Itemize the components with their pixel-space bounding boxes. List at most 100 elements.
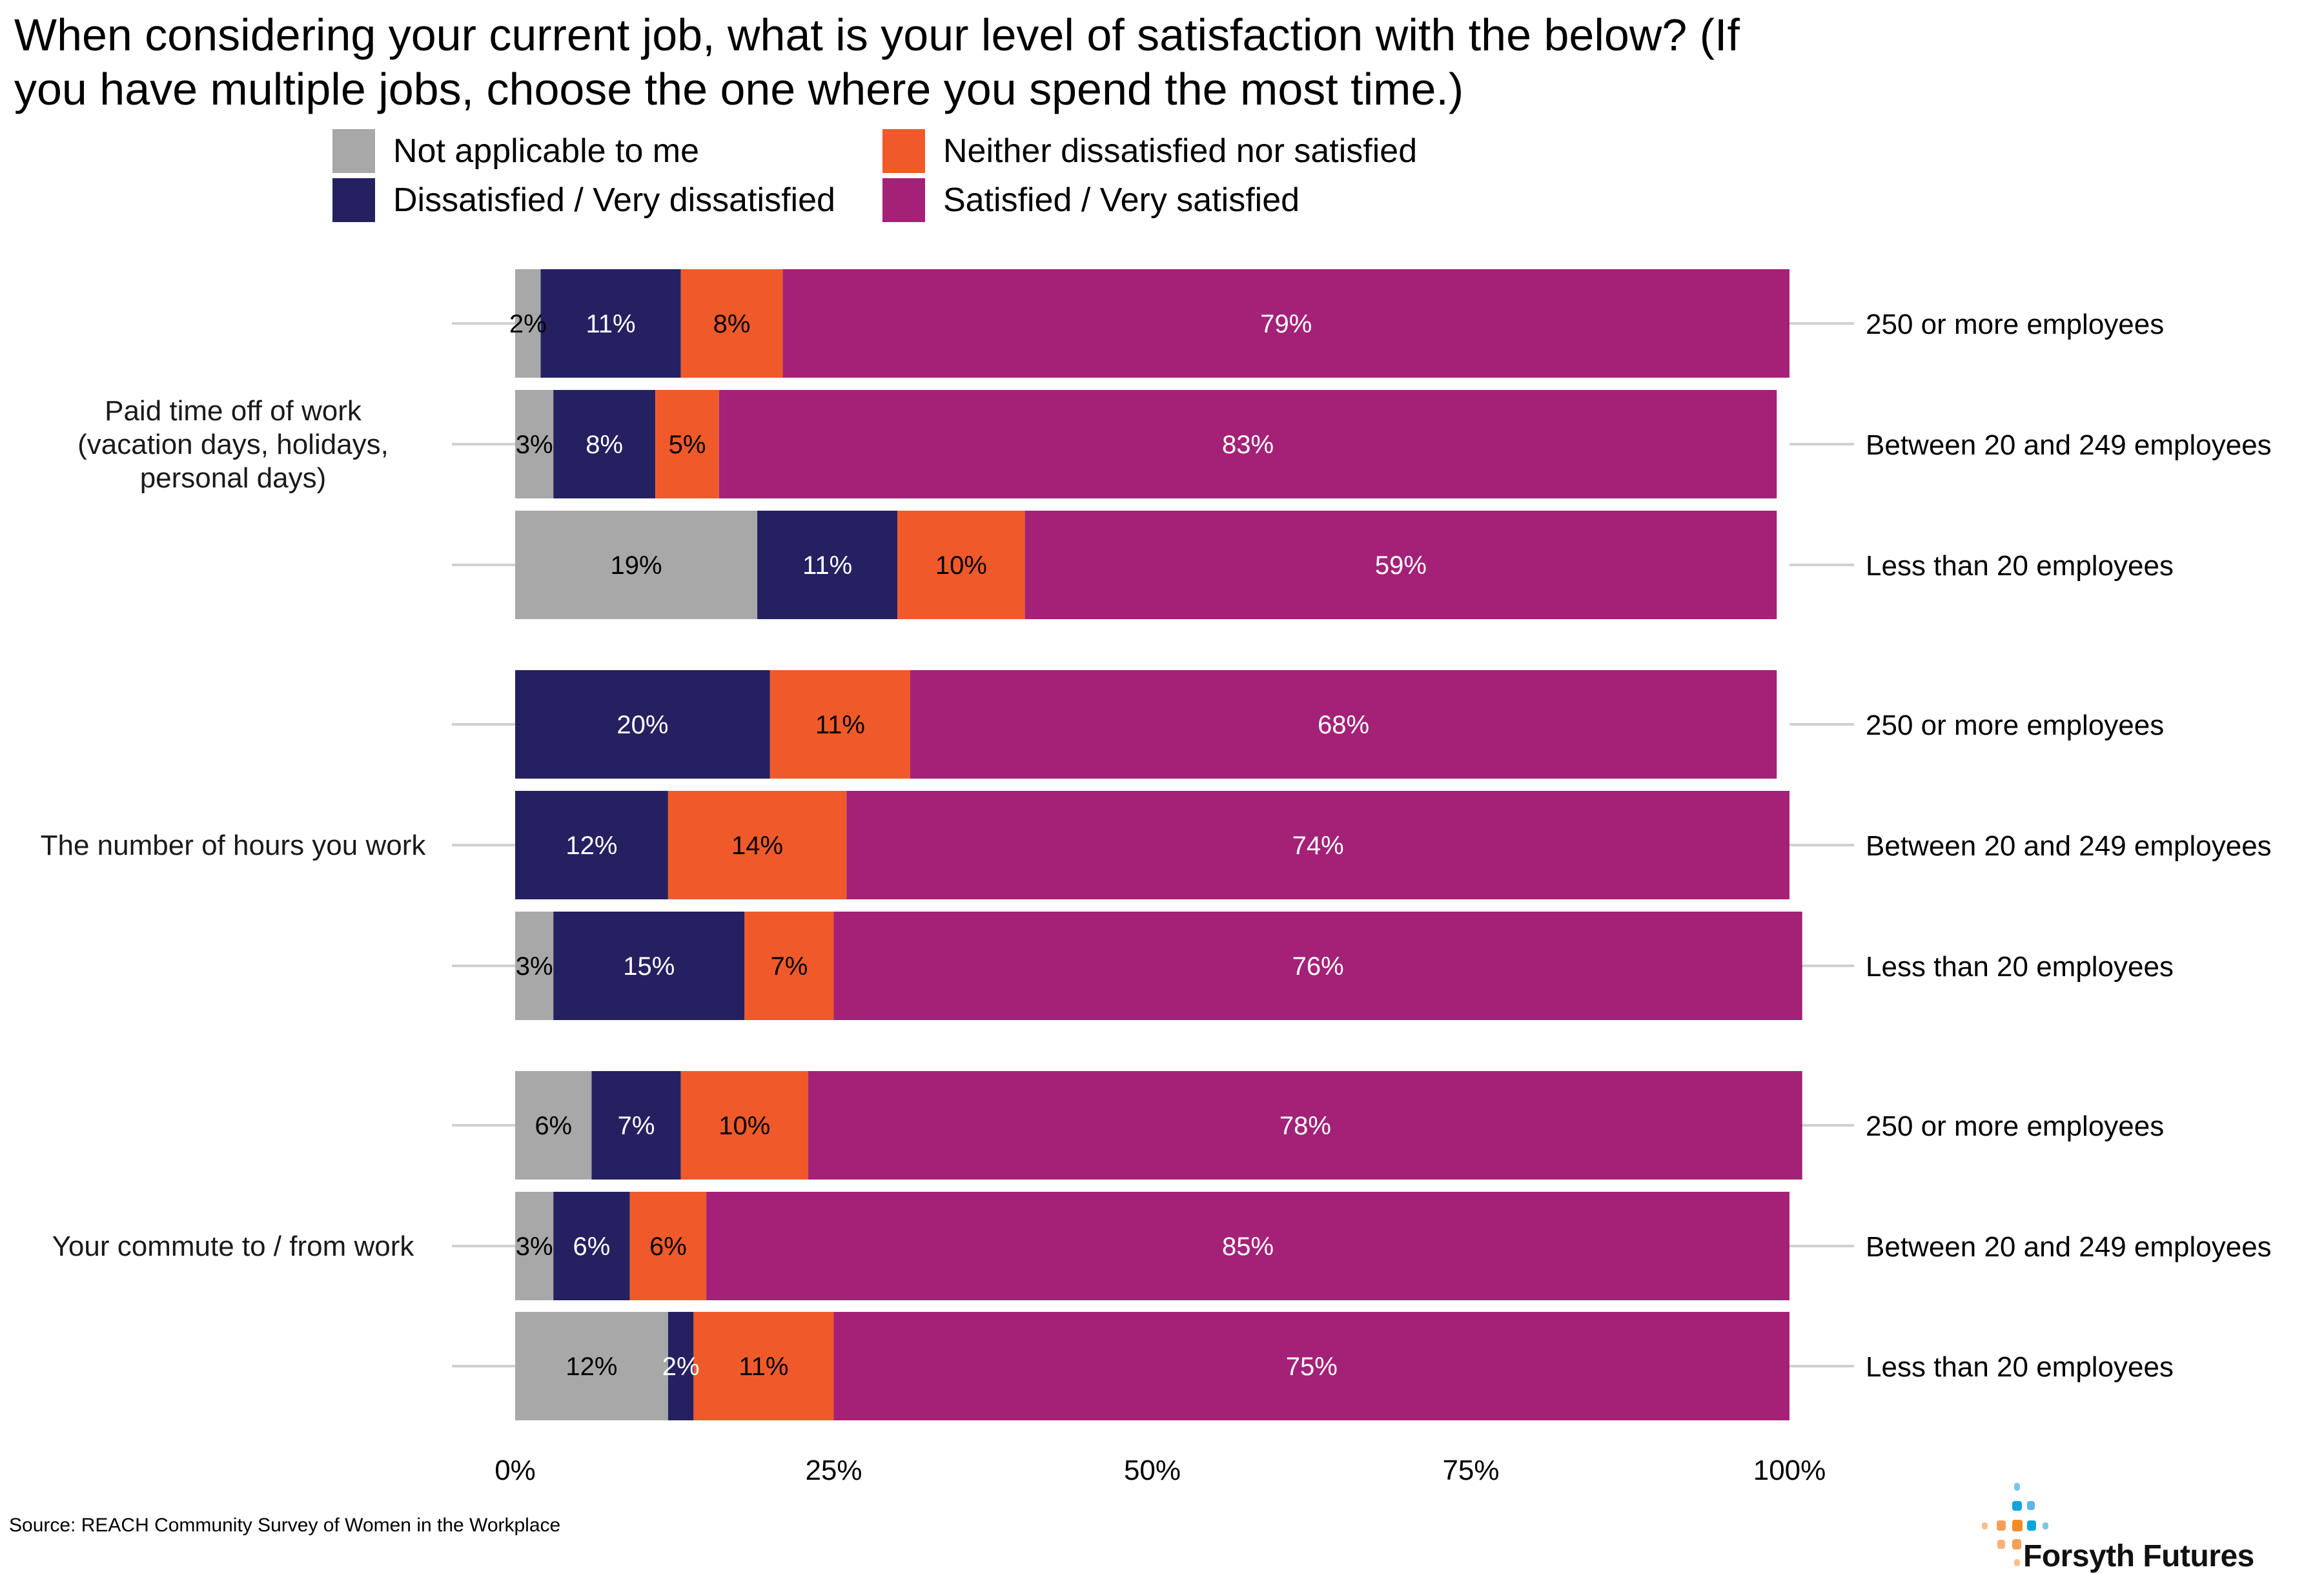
bar-segment — [680, 269, 783, 378]
bar-segment — [770, 670, 910, 779]
legend-label: Satisfied / Very satisfied — [943, 181, 1300, 219]
bar-segment-label: 11% — [586, 310, 636, 338]
legend-item-satisfied: Satisfied / Very satisfied — [882, 177, 1300, 223]
row-category-label: 250 or more employees — [1866, 710, 2164, 741]
bar-segment-label: 2% — [662, 1353, 700, 1381]
bar-segment — [553, 1192, 630, 1300]
chart-title: When considering your current job, what … — [14, 8, 2015, 116]
bar-segment — [515, 670, 770, 779]
group-label-line: personal days) — [140, 462, 327, 494]
bar-segment-label: 6% — [649, 1232, 687, 1261]
bar-segment — [668, 1312, 694, 1420]
bar-segment — [706, 1192, 1789, 1300]
bar-segment-label: 79% — [1260, 310, 1312, 338]
bar-segment-label: 76% — [1292, 952, 1344, 981]
bar-segment — [515, 1071, 592, 1180]
bar-segment — [808, 1071, 1802, 1180]
group-label: Your commute to / from work — [52, 1231, 415, 1262]
bar-segment-label: 20% — [617, 711, 668, 739]
bar-segment-label: 12% — [566, 832, 617, 860]
bar-segment-label: 10% — [935, 551, 987, 580]
bar-segment — [1024, 511, 1777, 619]
source-note: Source: REACH Community Survey of Women … — [9, 1515, 561, 1536]
row-category-label: 250 or more employees — [1866, 309, 2164, 340]
bar-segment-label: 6% — [535, 1112, 572, 1140]
bar-segment-label: 8% — [586, 431, 623, 459]
bar-segment — [897, 511, 1025, 619]
bar-segment-label: 2% — [509, 310, 547, 338]
x-tick-label: 0% — [494, 1455, 536, 1486]
legend-swatch — [332, 129, 375, 173]
legend-item-dissatisfied: Dissatisfied / Very dissatisfied — [332, 177, 835, 223]
row-category-label: Between 20 and 249 employees — [1866, 1231, 2272, 1263]
group-label: The number of hours you work — [41, 830, 427, 861]
bar-segment — [629, 1192, 707, 1300]
bar-segment — [719, 390, 1777, 498]
bar-segment — [910, 670, 1777, 779]
bar-segment — [744, 912, 834, 1020]
legend-label: Not applicable to me — [393, 132, 700, 170]
bar-segment — [846, 791, 1789, 899]
bar-segment — [515, 1312, 668, 1420]
bar-segment-label: 3% — [516, 952, 553, 981]
bar-segment — [782, 269, 1789, 378]
legend-swatch — [882, 129, 925, 173]
chart-title-line-1: When considering your current job, what … — [14, 10, 1740, 60]
bar-segment-label: 12% — [566, 1353, 617, 1381]
group-label: Paid time off of work (vacation days, hol… — [77, 395, 389, 494]
legend-item-neutral: Neither dissatisfied nor satisfied — [882, 128, 1417, 174]
legend-item-not-applicable: Not applicable to me — [332, 128, 699, 174]
legend-label: Dissatisfied / Very dissatisfied — [393, 181, 835, 219]
x-tick-label: 25% — [805, 1455, 862, 1486]
row-category-label: Less than 20 employees — [1866, 1351, 2174, 1383]
bar-segment — [655, 390, 719, 498]
bar-segment — [591, 1071, 681, 1180]
bar-segment-label: 7% — [771, 952, 808, 981]
legend-swatch — [882, 178, 925, 222]
bar-segment-label: 68% — [1318, 711, 1369, 739]
bar-segment-label: 5% — [669, 431, 706, 459]
group-label-line: Your commute to / from work — [52, 1231, 415, 1262]
bar-segment-label: 6% — [573, 1232, 611, 1261]
bar-segment-label: 15% — [623, 952, 675, 981]
group-label-line: The number of hours you work — [41, 830, 427, 861]
bar-segment-label: 74% — [1292, 832, 1344, 860]
row-category-label: Less than 20 employees — [1866, 951, 2174, 983]
bar-segment — [680, 1071, 809, 1180]
group-label-line: (vacation days, holidays, — [77, 429, 389, 460]
x-tick-label: 50% — [1124, 1455, 1181, 1486]
bar-segment-label: 11% — [802, 551, 852, 580]
legend-swatch — [332, 178, 375, 222]
logo-text: Forsyth Futures — [2023, 1539, 2254, 1573]
legend: Not applicable to me Neither dissatisfie… — [332, 128, 1624, 225]
bar-segment — [515, 511, 758, 619]
bar-segment — [693, 1312, 834, 1420]
bar-segment — [515, 791, 668, 899]
bar-segment-label: 19% — [610, 551, 662, 580]
bar-segment — [515, 269, 541, 378]
bar-segment-label: 59% — [1375, 551, 1427, 580]
bar-segment — [757, 511, 898, 619]
bar-segment — [833, 912, 1802, 1020]
row-category-label: Less than 20 employees — [1866, 550, 2174, 582]
x-tick-label: 100% — [1753, 1455, 1826, 1486]
bar-segment-label: 75% — [1286, 1353, 1338, 1381]
group-label-line: Paid time off of work — [105, 395, 362, 427]
bar-segment — [553, 912, 745, 1020]
bar-segment — [540, 269, 681, 378]
bar-segment-label: 78% — [1279, 1112, 1331, 1140]
bar-segment-label: 11% — [815, 711, 865, 739]
bar-segment — [515, 912, 554, 1020]
bar-segment — [553, 390, 656, 498]
forsyth-futures-logo: Forsyth Futures — [1975, 1482, 2311, 1573]
row-category-label: Between 20 and 249 employees — [1866, 830, 2272, 862]
bar-segment — [833, 1312, 1789, 1420]
bar-segment-label: 83% — [1222, 431, 1274, 459]
bar-segment-label: 14% — [731, 832, 783, 860]
row-category-label: 250 or more employees — [1866, 1110, 2164, 1142]
x-tick-label: 75% — [1442, 1455, 1499, 1486]
chart-title-line-2: you have multiple jobs, choose the one w… — [14, 64, 1464, 114]
bar-segment-label: 8% — [713, 310, 751, 338]
bar-segment-label: 7% — [618, 1112, 655, 1140]
